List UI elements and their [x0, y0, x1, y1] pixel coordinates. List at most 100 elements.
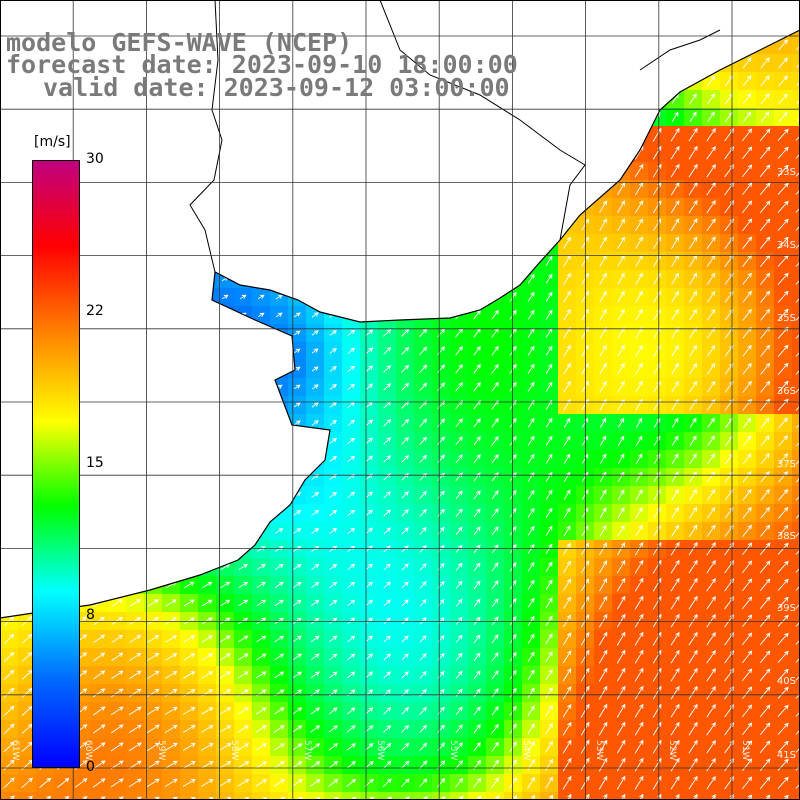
wind-arrow	[689, 417, 697, 428]
wind-arrow	[3, 705, 15, 716]
wind-arrow	[527, 417, 535, 428]
wind-arrow	[545, 345, 553, 356]
wind-arrow	[365, 329, 374, 337]
wind-arrow	[777, 506, 789, 519]
wind-arrow	[599, 525, 607, 537]
wind-arrow	[707, 435, 715, 447]
wind-arrow	[688, 685, 698, 700]
wind-arrow	[273, 743, 285, 751]
wind-arrow	[383, 383, 392, 391]
wind-cell	[792, 360, 800, 378]
wind-arrow	[635, 362, 643, 375]
wind-arrow	[165, 671, 178, 679]
wind-cell	[720, 792, 738, 800]
wind-arrow	[795, 189, 800, 195]
wind-arrow	[635, 290, 643, 303]
wind-arrow	[777, 128, 789, 141]
wind-arrow	[473, 363, 481, 374]
wind-arrow	[563, 344, 571, 357]
wind-arrow	[706, 578, 716, 592]
lon-label-57w: 57W	[302, 740, 312, 761]
wind-arrow	[473, 616, 481, 625]
wind-arrow	[274, 599, 284, 607]
wind-arrow	[383, 491, 391, 499]
wind-arrow	[759, 236, 771, 250]
wind-cell	[360, 792, 378, 800]
wind-arrow	[509, 489, 517, 500]
wind-arrow	[201, 617, 213, 625]
wind-arrow	[742, 758, 753, 772]
wind-arrow	[742, 380, 752, 393]
wind-arrow	[292, 581, 302, 588]
wind-arrow	[111, 670, 124, 680]
wind-arrow	[706, 650, 716, 664]
wind-arrow	[273, 761, 285, 769]
wind-arrow	[545, 776, 553, 789]
wind-arrow	[293, 402, 301, 408]
wind-arrow	[777, 362, 789, 375]
wind-arrow	[778, 488, 789, 501]
wind-arrow	[219, 779, 232, 787]
wind-arrow	[491, 490, 499, 500]
wind-arrow	[742, 344, 752, 357]
wind-arrow	[293, 563, 302, 570]
wind-arrow	[383, 437, 392, 445]
wind-arrow	[707, 453, 715, 465]
wind-arrow	[383, 653, 391, 661]
wind-arrow	[401, 364, 410, 373]
wind-arrow	[237, 707, 249, 715]
wind-arrow	[795, 405, 800, 411]
wind-arrow	[201, 671, 214, 679]
wind-cell	[504, 792, 522, 800]
wind-arrow	[255, 743, 268, 751]
wind-arrow	[473, 526, 481, 536]
wind-arrow	[688, 721, 698, 736]
wind-arrow	[777, 146, 789, 159]
wind-arrow	[742, 704, 753, 718]
wind-arrow	[616, 649, 626, 664]
wind-arrow	[329, 437, 338, 444]
wind-arrow	[147, 617, 160, 625]
wind-arrow	[365, 491, 374, 499]
wind-arrow	[634, 631, 644, 646]
wind-cell	[738, 792, 756, 800]
wind-arrow	[670, 667, 680, 682]
lon-label-60w: 60W	[83, 740, 93, 761]
wind-arrow	[598, 757, 608, 772]
wind-arrow	[670, 200, 680, 214]
wind-arrow	[419, 508, 427, 517]
wind-arrow	[110, 778, 124, 788]
wind-arrow	[563, 542, 571, 555]
wind-arrow	[219, 707, 232, 715]
wind-arrow	[795, 225, 800, 231]
wind-arrow	[670, 127, 680, 142]
wind-arrow	[292, 743, 303, 751]
wind-arrow	[688, 649, 698, 664]
wind-arrow	[473, 381, 481, 392]
wind-arrow	[562, 757, 572, 772]
wind-arrow	[401, 671, 409, 679]
wind-arrow	[634, 685, 644, 700]
wind-arrow	[365, 653, 374, 661]
wind-arrow	[202, 581, 213, 589]
wind-arrow	[437, 472, 445, 481]
wind-arrow	[759, 200, 771, 214]
wind-arrow	[581, 542, 589, 555]
wind-arrow	[473, 688, 481, 698]
wind-arrow	[777, 740, 789, 753]
wind-arrow	[273, 725, 285, 733]
wind-arrow	[491, 705, 499, 716]
wind-arrow	[706, 308, 716, 321]
wind-cell	[666, 792, 684, 800]
wind-arrow	[634, 182, 644, 196]
wind-arrow	[634, 721, 644, 736]
wind-arrow	[3, 687, 15, 698]
title-model: modelo GEFS-WAVE (NCEP)	[6, 28, 353, 57]
wind-arrow	[401, 509, 409, 517]
wind-arrow	[128, 742, 142, 752]
wind-arrow	[311, 581, 320, 588]
wind-arrow	[147, 653, 160, 661]
wind-arrow	[509, 687, 517, 698]
wind-arrow	[706, 632, 716, 646]
wind-arrow	[383, 635, 391, 643]
